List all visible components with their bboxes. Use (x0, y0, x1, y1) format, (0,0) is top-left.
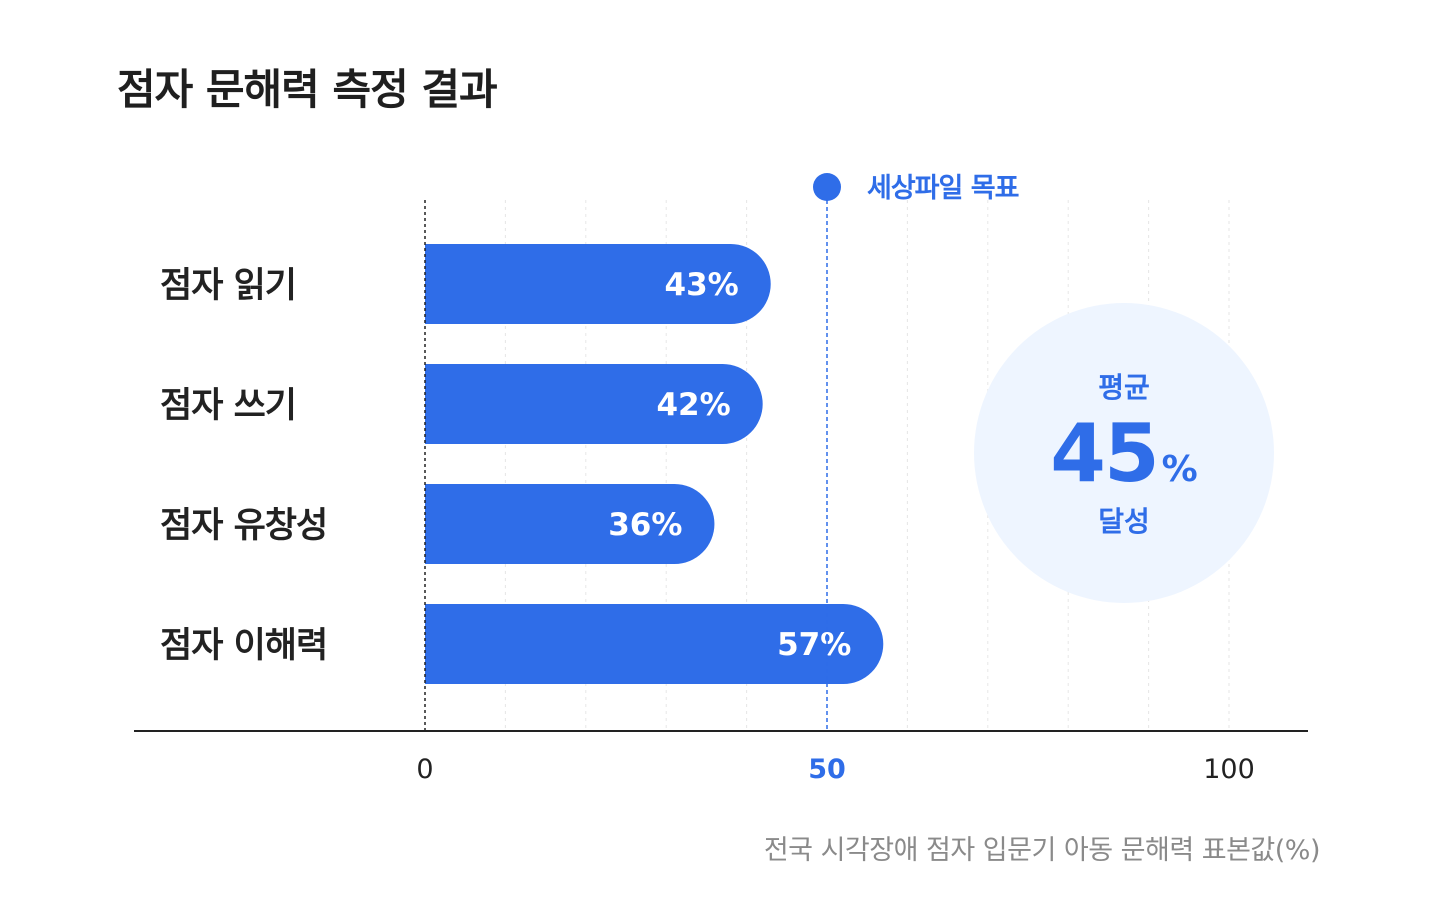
average-bottom-label: 달성 (1098, 505, 1150, 538)
target-dot (813, 173, 841, 201)
average-top-label: 평균 (1098, 371, 1150, 404)
bars: 43% 점자 읽기 42% 점자 쓰기 36% 점자 유창성 57% 점자 이해력 (160, 244, 884, 684)
x-tick-label: 0 (416, 754, 433, 785)
chart-title: 점자 문해력 측정 결과 (117, 65, 498, 114)
bar (425, 364, 763, 444)
average-badge: 평균 45 % 달성 (974, 303, 1274, 603)
bar-value-label: 43% (665, 267, 739, 303)
category-label: 점자 이해력 (160, 626, 327, 666)
average-unit: % (1161, 449, 1198, 490)
average-value: 45 % (1050, 412, 1197, 496)
x-axis: 0 50 100 (134, 200, 1308, 785)
category-label: 점자 쓰기 (160, 386, 296, 426)
footnote: 전국 시각장애 점자 입문기 아동 문해력 표본값(%) (763, 835, 1321, 866)
bar-value-label: 36% (608, 507, 682, 543)
category-label: 점자 유창성 (160, 506, 327, 546)
target-marker: 세상파일 목표 (813, 173, 1020, 731)
bar-value-label: 57% (777, 627, 851, 663)
bar (425, 604, 884, 684)
category-label: 점자 읽기 (160, 266, 296, 306)
bar-value-label: 42% (656, 387, 730, 423)
average-number: 45 (1050, 407, 1159, 500)
bar (425, 244, 771, 324)
target-label: 세상파일 목표 (867, 173, 1019, 204)
x-tick-label: 100 (1203, 754, 1255, 785)
x-tick-label: 50 (808, 754, 846, 785)
bar (425, 484, 715, 564)
